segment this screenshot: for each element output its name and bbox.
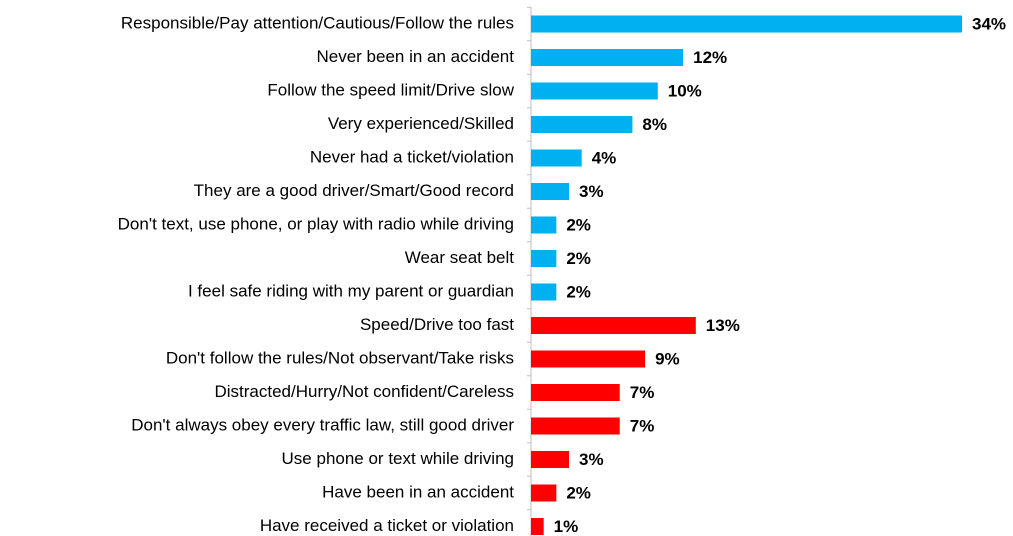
bar <box>531 451 570 468</box>
bar <box>531 518 544 535</box>
category-label: Use phone or text while driving <box>282 449 514 468</box>
value-label: 34% <box>972 14 1006 33</box>
value-label: 8% <box>642 115 667 134</box>
value-label: 1% <box>554 517 579 536</box>
bar <box>531 149 582 167</box>
value-label: 7% <box>630 416 655 435</box>
category-label: Follow the speed limit/Drive slow <box>267 80 514 99</box>
value-label: 4% <box>592 148 617 167</box>
category-label: Speed/Drive too fast <box>360 315 514 334</box>
category-label: Wear seat belt <box>405 248 515 267</box>
value-label: 7% <box>630 383 655 402</box>
value-label: 13% <box>706 316 740 335</box>
value-label: 3% <box>579 182 604 201</box>
category-label: Don't text, use phone, or play with radi… <box>118 214 514 233</box>
category-label: Have been in an accident <box>322 482 514 501</box>
bar <box>531 116 633 133</box>
bar <box>531 283 557 301</box>
category-label: Responsible/Pay attention/Cautious/Follo… <box>121 13 514 32</box>
bar <box>531 350 646 368</box>
bar <box>531 317 696 334</box>
bar <box>531 384 620 401</box>
category-label: Have received a ticket or violation <box>260 516 514 535</box>
value-label: 10% <box>668 81 702 100</box>
value-label: 3% <box>579 450 604 469</box>
bar <box>531 82 658 100</box>
value-label: 9% <box>655 349 680 368</box>
bar <box>531 216 557 234</box>
category-label: Very experienced/Skilled <box>328 114 514 133</box>
value-label: 12% <box>693 48 727 67</box>
value-label: 2% <box>566 249 591 268</box>
bar <box>531 15 962 33</box>
category-label: Don't follow the rules/Not observant/Tak… <box>166 348 514 367</box>
category-label: Distracted/Hurry/Not confident/Careless <box>214 382 514 401</box>
category-label: Don't always obey every traffic law, sti… <box>131 415 514 434</box>
bar <box>531 183 570 200</box>
bar <box>531 484 557 502</box>
category-label: Never had a ticket/violation <box>310 147 514 166</box>
bar <box>531 417 620 435</box>
bar <box>531 49 684 66</box>
category-label: I feel safe riding with my parent or gua… <box>188 281 514 300</box>
category-label: They are a good driver/Smart/Good record <box>194 181 514 200</box>
bar <box>531 250 557 267</box>
category-label: Never been in an accident <box>316 47 514 66</box>
value-label: 2% <box>566 282 591 301</box>
value-label: 2% <box>566 483 591 502</box>
value-label: 2% <box>566 215 591 234</box>
